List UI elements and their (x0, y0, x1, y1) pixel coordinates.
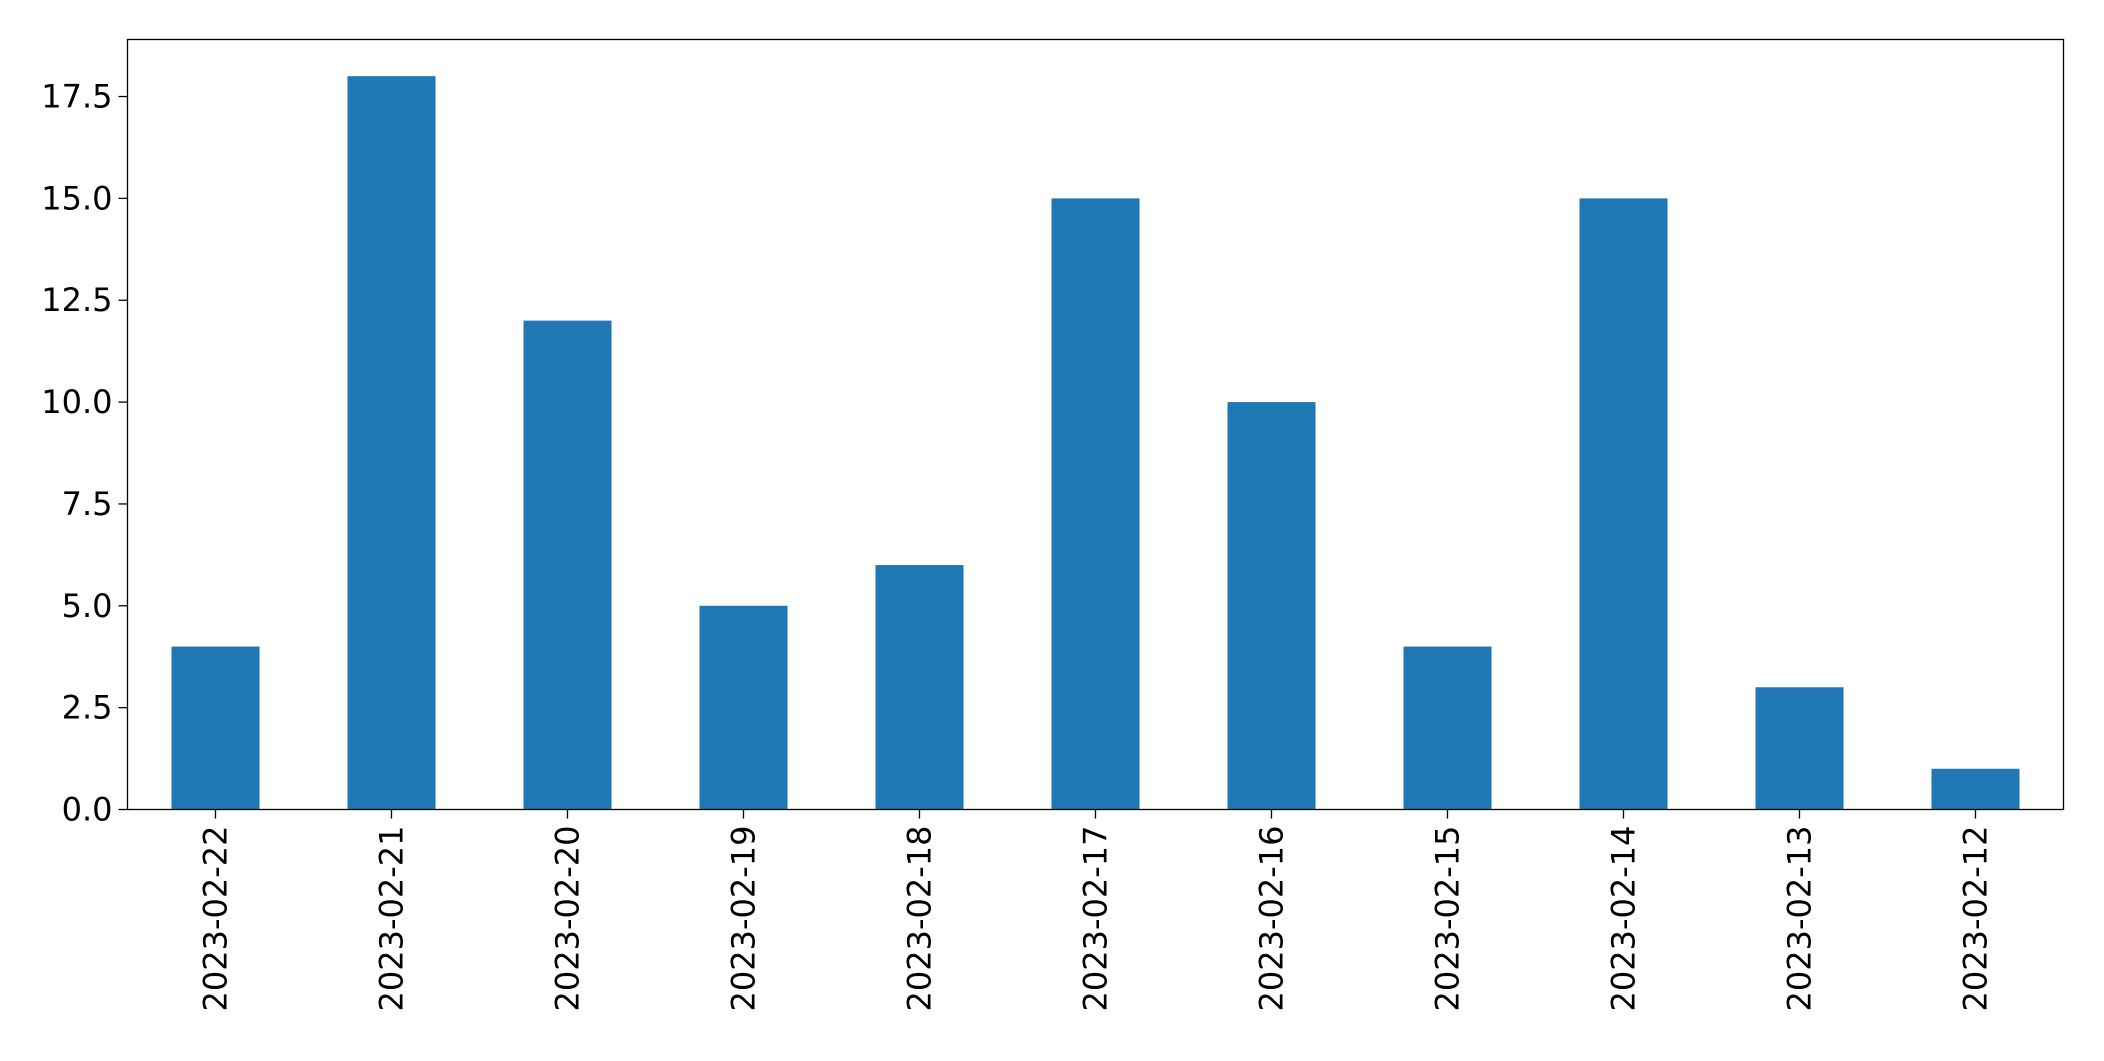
bars (171, 76, 2020, 810)
plot-frame (126, 38, 2065, 811)
x-tick-label: 2023-02-16 (1253, 826, 1291, 1012)
x-tick-label: 2023-02-20 (549, 826, 587, 1012)
x-tick-label: 2023-02-13 (1781, 826, 1819, 1012)
y-tick-label: 15.0 (41, 179, 112, 217)
x-tick-label: 2023-02-18 (901, 826, 939, 1012)
bar-2023-02-14 (1579, 198, 1668, 810)
bar-2023-02-19 (699, 605, 788, 810)
bar-2023-02-18 (875, 565, 964, 810)
bar-2023-02-15 (1403, 646, 1492, 810)
bar-2023-02-21 (347, 76, 436, 810)
y-tick-label: 5.0 (62, 587, 113, 625)
y-tick-label: 2.5 (62, 689, 113, 727)
x-axis: 2023-02-22 2023-02-21 2023-02-20 2023-02-19… (197, 809, 1995, 1012)
x-tick-label: 2023-02-12 (1957, 826, 1995, 1012)
y-axis: 0.0 2.5 5.0 7.5 10.0 12.5 15.0 17.5 (41, 78, 128, 829)
y-tick-label: 7.5 (62, 485, 113, 523)
y-tick-label: 12.5 (41, 281, 112, 319)
y-tick-label: 17.5 (41, 78, 112, 116)
x-tick-label: 2023-02-21 (373, 826, 411, 1012)
bar-2023-02-13 (1755, 687, 1844, 810)
y-tick-label: 10.0 (41, 383, 112, 421)
bar-2023-02-17 (1051, 198, 1140, 810)
x-tick-label: 2023-02-19 (725, 826, 763, 1012)
x-tick-label: 2023-02-15 (1429, 826, 1467, 1012)
x-tick-label: 2023-02-14 (1605, 826, 1643, 1012)
bar-2023-02-12 (1931, 768, 2020, 810)
x-tick-label: 2023-02-17 (1077, 826, 1115, 1012)
bar-2023-02-22 (171, 646, 260, 810)
x-tick-label: 2023-02-22 (197, 826, 235, 1012)
bar-2023-02-16 (1227, 402, 1316, 810)
bar-2023-02-20 (523, 320, 612, 810)
y-tick-label: 0.0 (62, 791, 113, 829)
